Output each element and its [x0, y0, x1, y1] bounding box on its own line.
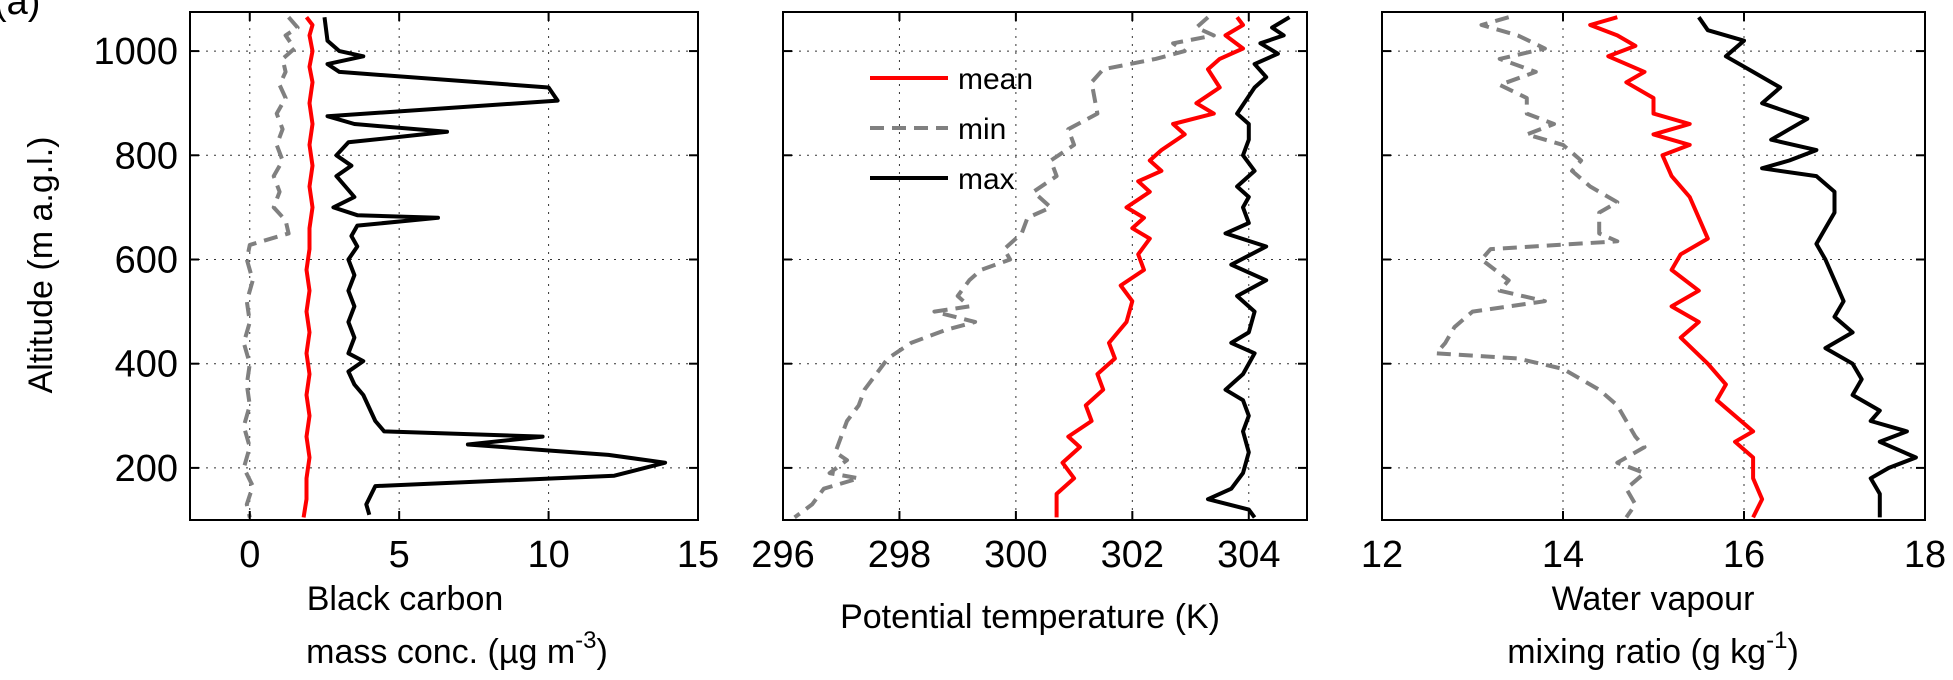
x-tick-label: 302: [1101, 534, 1164, 576]
x-tick-label: 296: [751, 534, 814, 576]
y-tick-label: 400: [115, 344, 178, 386]
panel-water-vapour-ticks: 12 14 16 18: [1361, 12, 1946, 576]
y-axis-title: Altitude (m a.g.l.): [22, 137, 60, 394]
panel-black-carbon-grid: [190, 12, 698, 520]
series-line-min-water-vapour: [1434, 15, 1647, 519]
series-line-max-black-carbon: [322, 16, 668, 516]
x-tick-label: 15: [677, 534, 719, 576]
series-line-mean-black-carbon: [301, 15, 315, 518]
x-tick-label: 16: [1723, 534, 1765, 576]
x-tick-label: 12: [1361, 534, 1403, 576]
series-line-min-black-carbon: [241, 15, 300, 518]
y-tick-label: 1000: [93, 31, 178, 73]
x-tick-label: 300: [984, 534, 1047, 576]
y-tick-label: 800: [115, 135, 178, 177]
panel-water-vapour: 12 14 16 18 Water vapour mixing ratio (g kg…: [1361, 11, 1946, 671]
legend-label-mean: mean: [958, 63, 1033, 96]
panel-letter: (a): [0, 0, 40, 23]
series-line-max-potential-temperature: [1206, 15, 1291, 519]
panel-potential-temperature-grid: [783, 12, 1307, 520]
panel-water-vapour-frame: [1381, 11, 1926, 521]
x-tick-label: 0: [239, 534, 260, 576]
series-line-mean-potential-temperature: [1054, 15, 1245, 518]
legend-label-max: max: [958, 163, 1015, 196]
panel-black-carbon: 0 5 10 15 200 400 600 800 1000 Black carbon mass…: [93, 11, 719, 671]
x-tick-label: 304: [1217, 534, 1280, 576]
x-tick-label: 18: [1904, 534, 1946, 576]
y-tick-label: 600: [115, 239, 178, 281]
x-axis-title-potential-temperature: Potential temperature (K): [840, 598, 1220, 636]
x-axis-title-water-vapour-line1: Water vapour: [1552, 580, 1755, 618]
x-tick-label: 298: [868, 534, 931, 576]
panel-potential-temperature-ticks: 296 298 300 302 304: [751, 12, 1307, 576]
x-axis-title-water-vapour-line2: mixing ratio (g kg-1): [1507, 627, 1799, 671]
panel-black-carbon-frame: [189, 11, 699, 521]
x-axis-title-black-carbon-line1: Black carbon: [307, 580, 504, 618]
legend-label-min: min: [958, 113, 1006, 146]
panel-black-carbon-ticks: 0 5 10 15 200 400 600 800 1000: [93, 12, 719, 576]
x-tick-label: 14: [1542, 534, 1584, 576]
series-line-max-water-vapour: [1697, 16, 1918, 518]
x-tick-label: 5: [389, 534, 410, 576]
series-line-mean-water-vapour: [1588, 15, 1765, 519]
legend: mean min max: [870, 63, 1033, 196]
x-axis-title-black-carbon-line2: mass conc. (µg m-3): [306, 627, 608, 671]
panel-potential-temperature-series: [793, 15, 1291, 520]
panel-potential-temperature-frame: [782, 11, 1308, 521]
panel-potential-temperature: 296 298 300 302 304 Potential temperature (K…: [751, 11, 1308, 636]
panel-water-vapour-grid: [1382, 12, 1925, 520]
y-tick-label: 200: [115, 448, 178, 490]
x-tick-label: 10: [527, 534, 569, 576]
panel-black-carbon-series: [241, 15, 668, 518]
panel-water-vapour-series: [1434, 15, 1918, 519]
series-line-min-potential-temperature: [793, 15, 1216, 520]
